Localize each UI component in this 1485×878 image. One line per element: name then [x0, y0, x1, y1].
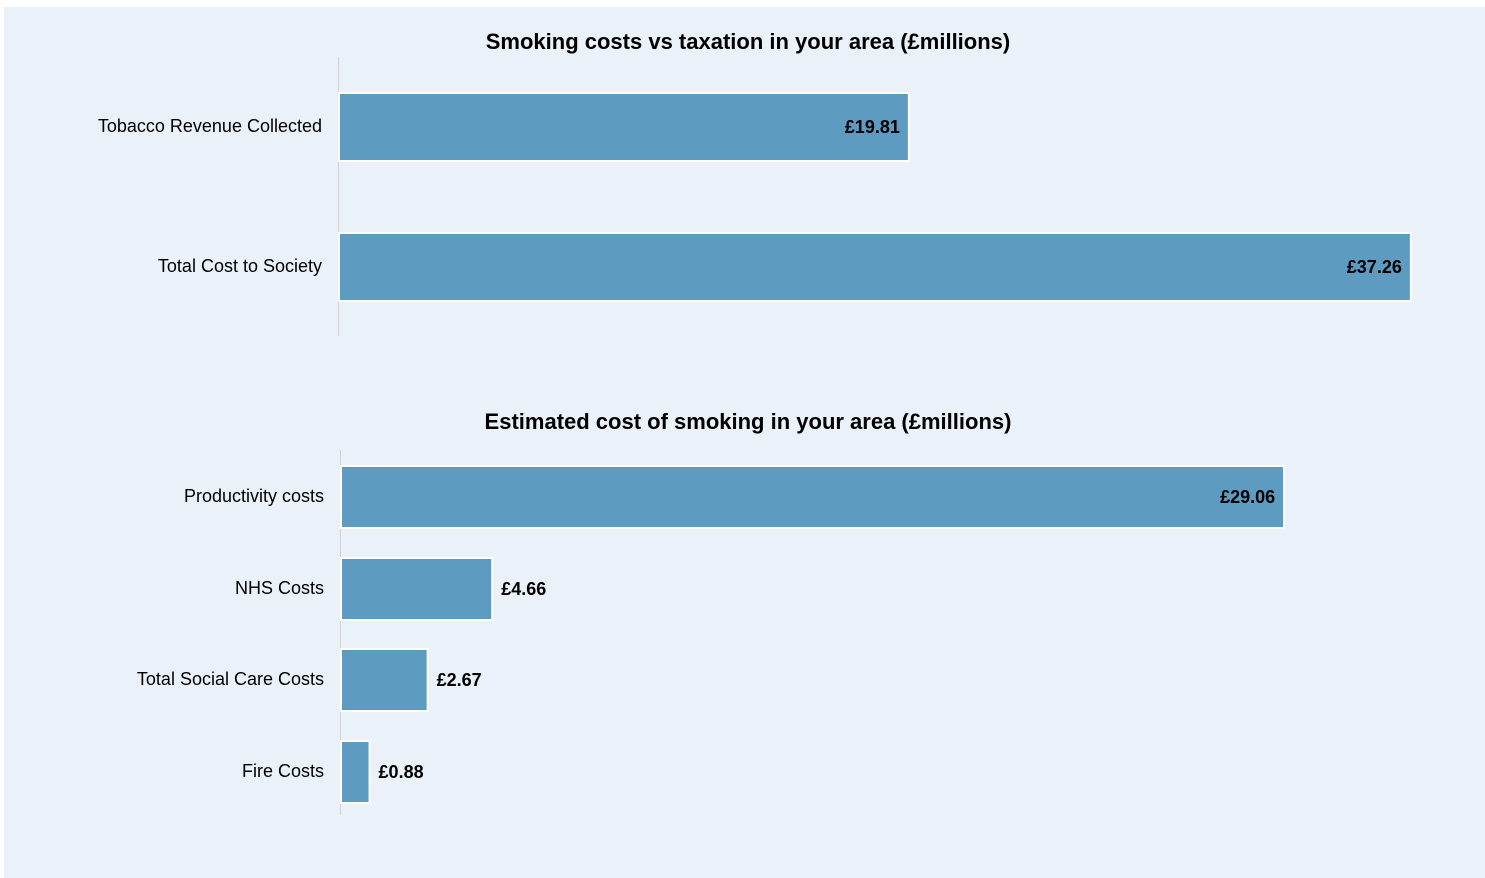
- y-tick-label: Total Social Care Costs: [137, 669, 324, 689]
- value-label: £19.81: [845, 117, 900, 137]
- y-tick-label: Productivity costs: [184, 486, 324, 506]
- value-label: £37.26: [1347, 257, 1402, 277]
- bar: [338, 232, 1412, 302]
- chart-title: Estimated cost of smoking in your area (…: [485, 409, 1012, 434]
- bar: [340, 648, 429, 712]
- value-label: £0.88: [379, 762, 424, 782]
- bar: [340, 740, 371, 804]
- bar: [340, 465, 1286, 529]
- y-tick-label: Total Cost to Society: [158, 256, 322, 276]
- value-label: £29.06: [1220, 487, 1275, 507]
- y-tick-label: Tobacco Revenue Collected: [98, 116, 322, 136]
- chart-title: Smoking costs vs taxation in your area (…: [486, 29, 1010, 54]
- bar: [338, 92, 910, 162]
- y-tick-label: Fire Costs: [242, 761, 324, 781]
- value-label: £2.67: [437, 670, 482, 690]
- bar: [340, 557, 494, 621]
- y-tick-label: NHS Costs: [235, 578, 324, 598]
- value-label: £4.66: [501, 579, 546, 599]
